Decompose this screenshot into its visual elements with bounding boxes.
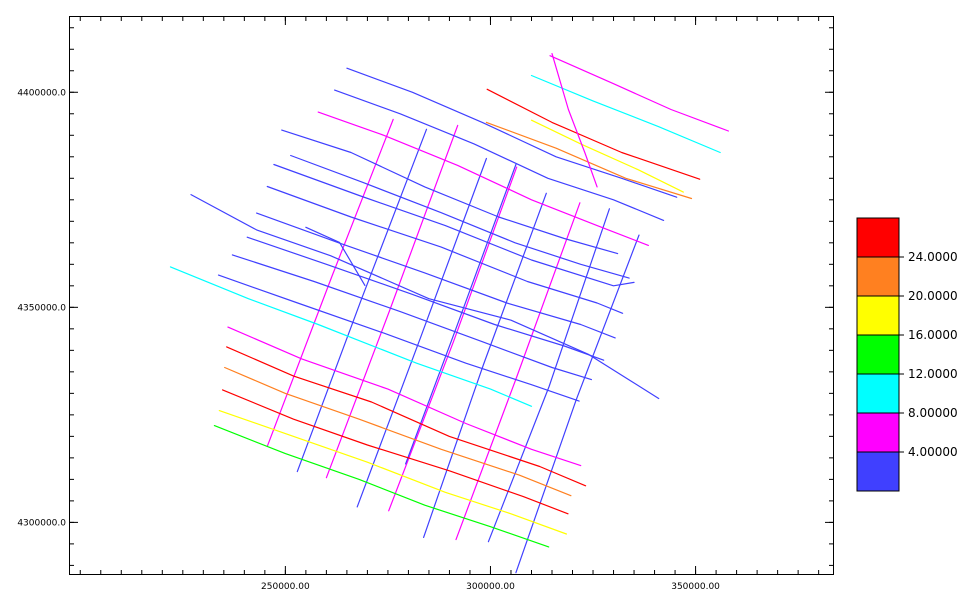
y-tick-label-4350000: 4350000.0 xyxy=(17,303,66,313)
legend-label-4: 4.00000 xyxy=(908,445,957,459)
plot-frame xyxy=(69,16,834,575)
survey-line-20 xyxy=(266,185,624,314)
legend-swatch-4 xyxy=(856,373,900,414)
legend-swatch-5 xyxy=(856,412,900,453)
color-legend: 24.0000 20.0000 16.0000 12.0000 8.00000 … xyxy=(856,217,957,492)
survey-line-25 xyxy=(281,129,619,255)
legend-label-8: 8.00000 xyxy=(908,406,957,420)
legend-label-12: 12.0000 xyxy=(908,367,957,381)
survey-line-33 xyxy=(549,55,730,132)
major-ticks xyxy=(70,17,833,574)
survey-line-21 xyxy=(256,212,616,339)
legend-swatch-3 xyxy=(856,334,900,375)
legend-swatch-6 xyxy=(856,451,900,492)
survey-line-1 xyxy=(296,128,428,473)
survey-line-27 xyxy=(317,111,650,246)
survey-line-16 xyxy=(222,389,569,515)
x-tick-labels: 250000.00 300000.00 350000.00 xyxy=(261,582,720,592)
survey-line-12 xyxy=(169,266,533,407)
survey-line-10 xyxy=(305,226,366,286)
legend-swatch-2 xyxy=(856,295,900,336)
survey-line-13 xyxy=(227,326,582,467)
survey-line-22 xyxy=(246,236,605,361)
survey-line-30 xyxy=(485,121,693,200)
legend-swatches xyxy=(856,217,904,492)
legend-labels: 24.0000 20.0000 16.0000 12.0000 8.00000 … xyxy=(908,250,957,459)
legend-swatch-1 xyxy=(856,256,900,297)
survey-line-29 xyxy=(346,67,678,198)
survey-line-7 xyxy=(487,208,611,543)
survey-line-4 xyxy=(388,166,518,512)
survey-line-19 xyxy=(273,163,635,287)
legend-label-24: 24.0000 xyxy=(908,250,957,264)
survey-line-3 xyxy=(356,157,487,508)
survey-line-24 xyxy=(217,274,580,402)
legend-label-20: 20.0000 xyxy=(908,289,957,303)
x-tick-label-250000: 250000.00 xyxy=(261,582,310,592)
survey-line-28 xyxy=(334,89,665,221)
survey-line-31 xyxy=(486,88,701,180)
survey-line-26 xyxy=(290,154,630,279)
survey-line-17 xyxy=(218,410,568,535)
x-tick-label-350000: 350000.00 xyxy=(671,582,720,592)
survey-line-2 xyxy=(325,124,459,479)
x-tick-label-300000: 300000.00 xyxy=(466,582,515,592)
survey-line-35 xyxy=(551,52,598,188)
survey-line-23 xyxy=(231,254,593,381)
survey-line-5 xyxy=(423,192,547,539)
survey-line-6 xyxy=(455,202,581,541)
legend-label-16: 16.0000 xyxy=(908,328,957,342)
survey-line-0 xyxy=(266,118,394,447)
survey-line-15 xyxy=(224,366,572,497)
survey-lines xyxy=(169,52,730,574)
y-tick-label-4300000: 4300000.0 xyxy=(17,518,66,528)
legend-swatch-0 xyxy=(856,217,900,258)
y-tick-label-4400000: 4400000.0 xyxy=(17,88,66,98)
survey-line-14 xyxy=(226,346,587,487)
survey-line-9 xyxy=(405,163,517,465)
y-tick-labels: 4300000.0 4350000.0 4400000.0 xyxy=(17,88,66,528)
survey-line-18 xyxy=(213,425,550,548)
survey-line-34 xyxy=(530,119,684,193)
